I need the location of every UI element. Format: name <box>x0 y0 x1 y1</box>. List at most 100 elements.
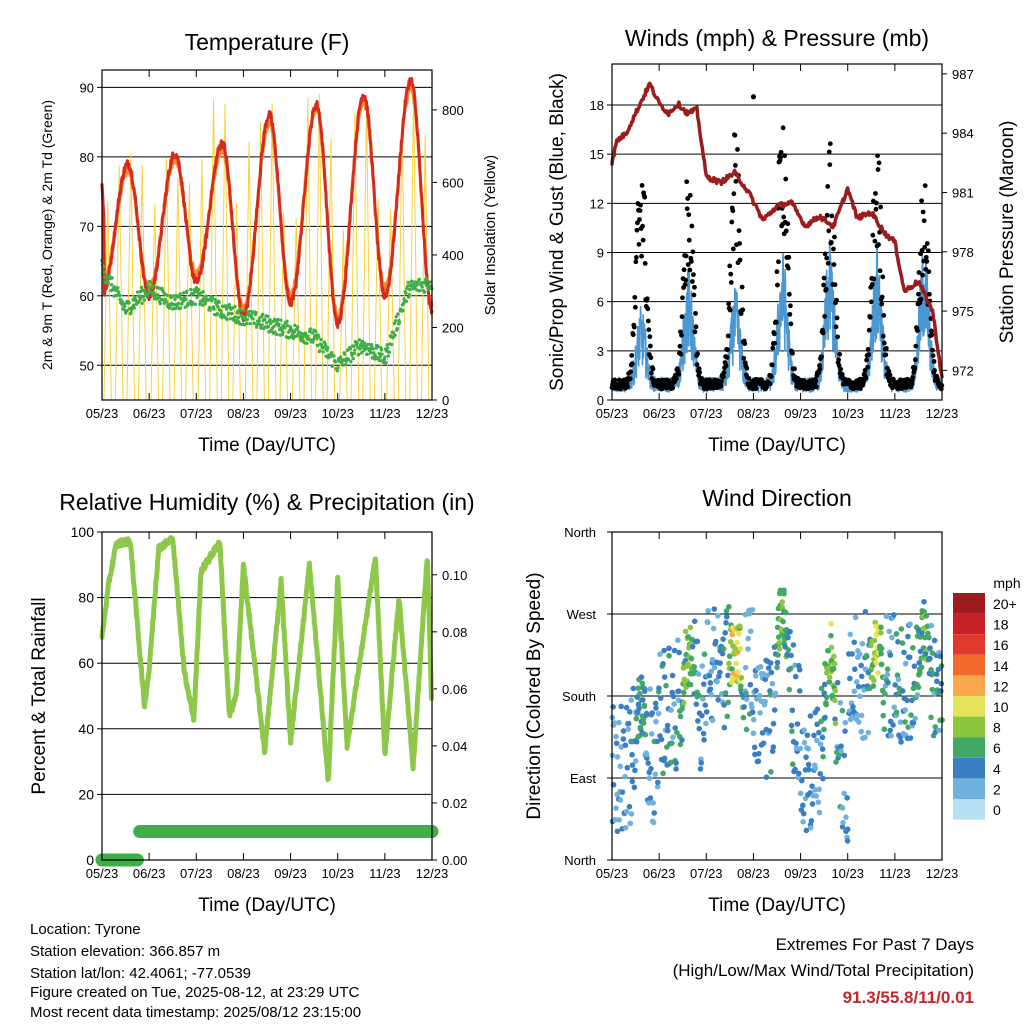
gust-point <box>912 357 918 363</box>
direction-point <box>828 621 834 627</box>
dewpoint-point <box>251 317 255 321</box>
direction-point <box>632 758 639 764</box>
dewpoint-point <box>204 294 208 298</box>
direction-point <box>696 692 702 699</box>
gust-point <box>691 272 696 278</box>
dewpoint-point <box>385 343 389 347</box>
colorbar-tick-label: 14 <box>993 658 1009 674</box>
direction-point <box>636 690 643 697</box>
direction-point <box>918 664 925 671</box>
gust-point <box>718 383 724 389</box>
direction-point <box>809 783 815 789</box>
solar-line <box>267 103 277 401</box>
dewpoint-point <box>238 308 243 312</box>
gust-point <box>778 149 784 155</box>
dewpoint-point <box>364 345 368 349</box>
direction-point <box>651 810 658 816</box>
direction-point <box>882 691 888 697</box>
temp-xtick-label: 10/23 <box>321 406 354 421</box>
direction-point <box>794 721 801 727</box>
dewpoint-point <box>359 342 363 346</box>
dewpoint-point <box>190 300 195 305</box>
direction-point <box>837 699 844 706</box>
direction-point <box>832 687 839 694</box>
gust-point <box>637 208 643 214</box>
direction-point <box>614 828 621 835</box>
dewpoint-point <box>178 306 183 310</box>
direction-point <box>821 726 827 733</box>
rh-ytick-label: 100 <box>71 524 95 540</box>
direction-point <box>658 736 665 743</box>
dewpoint-point <box>318 349 322 353</box>
direction-point <box>722 690 729 696</box>
direction-point <box>826 679 833 685</box>
gust-point <box>782 153 788 159</box>
gust-point <box>730 208 736 214</box>
colorbar-swatch <box>953 654 985 676</box>
direction-point <box>695 671 702 677</box>
gust-point <box>837 351 843 357</box>
gust-point <box>913 343 919 349</box>
direction-point <box>858 728 865 735</box>
wind-ytick-label: 18 <box>590 98 604 113</box>
direction-point <box>909 697 915 704</box>
direction-point <box>703 720 709 727</box>
direction-point <box>911 663 918 669</box>
direction-point <box>796 666 803 673</box>
direction-point <box>623 808 630 815</box>
dewpoint-point <box>360 339 364 344</box>
direction-point <box>885 679 891 686</box>
wind-xtick-label: 12/23 <box>926 406 959 421</box>
dewpoint-point <box>393 333 397 337</box>
dewpoint-point <box>266 314 270 319</box>
direction-point <box>831 697 838 704</box>
dewpoint-point <box>358 347 362 351</box>
gust-point <box>679 332 684 338</box>
direction-point <box>749 607 756 613</box>
colorbar-swatch <box>953 757 985 779</box>
dewpoint-point <box>114 293 118 298</box>
direction-point <box>635 685 642 691</box>
direction-point <box>834 679 841 686</box>
dewpoint-point <box>344 363 348 367</box>
direction-point <box>797 790 804 797</box>
direction-point <box>910 685 917 692</box>
gust-point <box>916 270 922 275</box>
wind-title: Winds (mph) & Pressure (mb) <box>625 25 929 51</box>
gust-point <box>689 279 695 284</box>
direction-point <box>793 740 799 747</box>
location-text: Location: Tyrone <box>30 921 141 938</box>
latlon-text: Station lat/lon: 42.4061; -77.0539 <box>30 965 252 982</box>
gust-point <box>727 263 733 269</box>
direction-point <box>622 742 629 749</box>
direction-point <box>838 748 844 754</box>
direction-point <box>709 717 716 724</box>
wind-ytick-right-label: 981 <box>952 185 974 200</box>
wdir-ytick-label: South <box>562 689 596 704</box>
gust-point <box>724 355 730 360</box>
gust-point <box>696 366 702 372</box>
direction-point <box>694 638 701 645</box>
direction-point <box>788 652 794 659</box>
gust-point <box>645 306 651 312</box>
gust-point <box>925 248 931 254</box>
direction-point <box>926 634 932 641</box>
direction-point <box>887 652 894 658</box>
dewpoint-point <box>285 319 289 324</box>
dewpoint-point <box>233 304 237 309</box>
colorbar-swatch <box>953 613 985 635</box>
direction-point <box>805 745 812 752</box>
direction-point <box>743 696 750 702</box>
gust-point <box>915 328 920 334</box>
direction-point <box>814 706 821 713</box>
colorbar-swatch <box>953 799 985 820</box>
dewpoint-point <box>260 323 264 327</box>
direction-point <box>717 669 723 676</box>
dewpoint-point <box>216 305 220 309</box>
dewpoint-point <box>350 353 354 358</box>
direction-point <box>927 655 933 662</box>
direction-point <box>703 709 710 715</box>
direction-point <box>902 660 909 667</box>
direction-point <box>636 705 642 712</box>
